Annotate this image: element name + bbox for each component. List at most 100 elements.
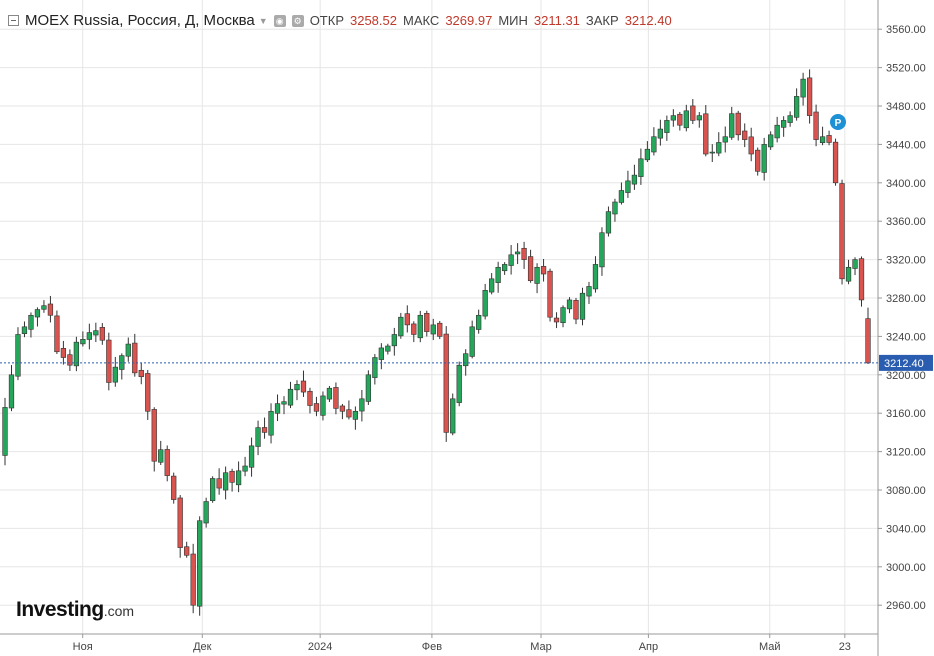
x-tick-label: 23 <box>839 641 851 653</box>
candle-up <box>761 144 767 173</box>
candle-up <box>417 314 423 339</box>
candle-down <box>138 369 144 378</box>
candle-up <box>450 398 456 434</box>
candle-up <box>93 330 99 336</box>
y-tick-label: 3320.00 <box>886 255 926 267</box>
x-tick-label: 2024 <box>308 641 332 653</box>
logo-brand: Investing <box>16 598 104 621</box>
candle-down <box>411 323 417 335</box>
candle-down <box>99 327 105 341</box>
candle-up <box>683 110 689 129</box>
x-tick-label: Фев <box>422 641 442 653</box>
candle-up <box>28 314 34 330</box>
candle-down <box>47 303 54 316</box>
candle-up <box>579 292 586 320</box>
candle-up <box>326 387 333 400</box>
candle-up <box>605 211 612 234</box>
candle-up <box>534 266 540 284</box>
candle-down <box>339 405 346 412</box>
candle-up <box>210 478 216 501</box>
chevron-down-icon[interactable]: ▼ <box>258 15 268 26</box>
candle-down <box>216 478 222 489</box>
candle-down <box>229 470 235 483</box>
candle-down <box>806 77 813 116</box>
candle-down <box>177 497 183 548</box>
x-tick-label: Дек <box>193 641 212 653</box>
candle-up <box>586 286 592 297</box>
candle-down <box>735 112 741 136</box>
candle-down <box>865 318 871 364</box>
candle-down <box>424 312 430 332</box>
candle-up <box>287 388 294 406</box>
candle-up <box>125 343 131 357</box>
candle-up <box>281 401 287 405</box>
candle-up <box>508 254 514 266</box>
candle-down <box>547 270 553 318</box>
candle-up <box>566 299 573 310</box>
candle-up <box>158 449 164 463</box>
candle-up <box>793 96 800 118</box>
candle-up <box>365 374 372 402</box>
candle-down <box>858 258 865 301</box>
candle-up <box>41 305 47 310</box>
candle-down <box>54 315 60 353</box>
candle-up <box>242 465 248 472</box>
candle-down <box>527 256 534 282</box>
x-tick-label: Ноя <box>73 641 93 653</box>
candle-up <box>8 374 15 409</box>
candle-down <box>540 266 547 275</box>
candle-up <box>599 232 605 268</box>
gear-icon[interactable]: ⚙ <box>291 14 304 27</box>
p-marker-label: P <box>835 118 842 129</box>
y-tick-label: 3360.00 <box>886 216 926 228</box>
candle-up <box>255 427 261 447</box>
candle-up <box>644 148 651 161</box>
x-tick-label: Апр <box>639 641 658 653</box>
y-tick-label: 3040.00 <box>886 523 926 535</box>
x-tick-label: Мар <box>530 641 552 653</box>
candle-up <box>774 124 780 139</box>
candle-up <box>15 334 21 377</box>
logo-suffix: .com <box>103 603 135 619</box>
candle-up <box>430 324 436 335</box>
candle-up <box>800 78 806 98</box>
candle-up <box>495 266 501 283</box>
candle-up <box>112 366 118 383</box>
candle-down <box>573 300 579 320</box>
candle-up <box>268 410 274 436</box>
candle-down <box>690 105 696 121</box>
candle-up <box>248 445 255 468</box>
candle-up <box>489 278 495 293</box>
candle-down <box>132 342 138 374</box>
candle-down <box>261 427 268 433</box>
investing-logo[interactable]: Investing.com <box>16 598 134 622</box>
candle-up <box>651 136 657 153</box>
candle-up <box>294 384 300 391</box>
candle-down <box>437 322 443 337</box>
candle-down <box>443 333 449 433</box>
candle-down <box>742 130 748 140</box>
candle-up <box>696 115 702 121</box>
candle-down <box>171 475 177 500</box>
y-tick-label: 3560.00 <box>886 24 926 36</box>
y-tick-label: 3520.00 <box>886 63 926 75</box>
candle-up <box>787 115 793 123</box>
candle-down <box>184 546 190 556</box>
last-price-label: 3212.40 <box>884 358 924 370</box>
candle-down <box>404 313 410 326</box>
eye-icon[interactable]: ◉ <box>273 14 286 27</box>
candle-down <box>826 135 832 143</box>
candle-up <box>359 398 365 412</box>
candle-up <box>2 407 8 456</box>
collapse-icon[interactable] <box>8 15 19 26</box>
candle-up <box>274 403 281 414</box>
candle-up <box>819 136 826 144</box>
close-value: 3212.40 <box>624 13 672 28</box>
y-tick-label: 3080.00 <box>886 485 926 497</box>
candle-down <box>703 113 709 155</box>
p-marker-icon <box>830 114 846 130</box>
candle-down <box>346 409 352 418</box>
candle-up <box>845 266 852 282</box>
candle-down <box>521 247 527 260</box>
